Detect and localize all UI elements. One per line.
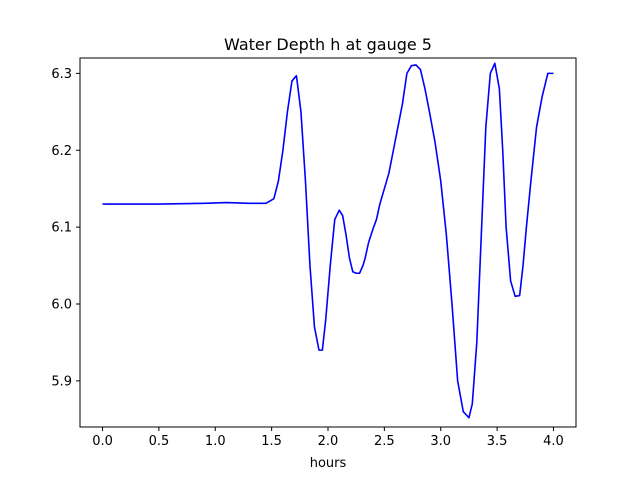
y-tick-label: 5.9 [51,374,72,389]
y-tick-label: 6.3 [51,67,72,82]
x-tick-label: 2.0 [318,434,339,449]
x-axis-label: hours [310,456,347,471]
series-line-1 [102,62,554,419]
y-tick-label: 6.2 [51,144,72,159]
chart-title: Water Depth h at gauge 5 [224,35,432,54]
x-tick-label: 3.0 [430,434,451,449]
x-tick-label: 0.5 [149,434,170,449]
x-tick-label: 0.0 [92,434,113,449]
x-tick-label: 4.0 [543,434,564,449]
plot-area-frame [79,57,577,428]
y-tick-label: 6.0 [51,298,72,313]
x-tick-label: 1.0 [205,434,226,449]
x-tick-label: 3.5 [487,434,508,449]
series-layer [102,62,554,419]
x-axis-ticks: 0.0 0.5 1.0 1.5 2.0 2.5 3.0 3.5 4.0 [92,427,564,449]
y-tick-label: 6.1 [51,221,72,236]
x-tick-label: 2.5 [374,434,395,449]
x-tick-label: 1.5 [261,434,282,449]
y-axis-ticks: 5.9 6.0 6.1 6.2 6.3 [51,67,80,389]
